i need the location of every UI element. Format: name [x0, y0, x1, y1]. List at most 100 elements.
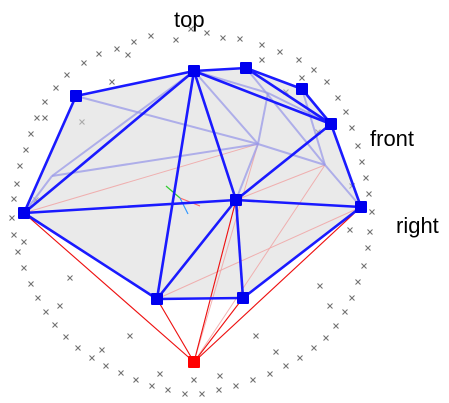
hidden-edge [193, 70, 259, 145]
apex-edge [193, 199, 237, 363]
visible-edge [22, 94, 78, 215]
sample-cross-stroke [28, 131, 34, 137]
sample-cross-stroke [365, 245, 371, 251]
hull-surface [24, 68, 361, 299]
sample-point [11, 196, 17, 202]
sample-cross-stroke [311, 67, 317, 73]
projection-ray [156, 206, 362, 300]
sample-points [9, 26, 375, 397]
hull-vertex [18, 207, 30, 219]
sample-point [296, 57, 302, 63]
sample-cross-stroke [131, 39, 137, 45]
sample-cross-stroke [253, 333, 259, 339]
sample-point [363, 175, 369, 181]
sample-cross-stroke [204, 30, 210, 36]
sample-point [165, 387, 171, 393]
sample-cross-stroke [349, 295, 355, 301]
sample-cross-stroke [11, 232, 17, 238]
sample-cross-stroke [217, 373, 223, 379]
sample-cross-stroke [199, 391, 205, 397]
sample-point [67, 275, 73, 281]
sample-point [42, 115, 48, 121]
sample-cross-stroke [42, 99, 48, 105]
hull-vertex [240, 62, 252, 74]
hidden-edge [301, 88, 326, 166]
sample-point [21, 239, 27, 245]
sample-cross-stroke [297, 355, 303, 361]
sample-cross-stroke [149, 383, 155, 389]
sample-point [52, 322, 58, 328]
sample-cross-stroke [359, 159, 365, 165]
sample-point [14, 181, 20, 187]
sample-point [359, 159, 365, 165]
visible-edge [74, 69, 196, 98]
sample-cross-stroke [28, 281, 34, 287]
sample-cross-stroke [75, 345, 81, 351]
sample-cross-stroke [277, 49, 283, 55]
visible-edge [192, 66, 248, 73]
sample-cross-stroke [361, 263, 367, 269]
sample-point [34, 115, 40, 121]
hull-vertex [188, 65, 200, 77]
visible-edge [234, 122, 333, 202]
sample-cross-stroke [259, 42, 265, 48]
hull-vertex [325, 118, 337, 130]
sample-cross-stroke [21, 265, 27, 271]
sample-point [267, 371, 273, 377]
sample-point [53, 85, 59, 91]
sample-point [125, 52, 131, 58]
sample-point [369, 209, 375, 215]
projection-ray [193, 164, 326, 363]
sample-point [259, 42, 265, 48]
sample-point [355, 279, 361, 285]
sample-cross-stroke [23, 147, 29, 153]
visible-edge [22, 198, 238, 215]
hidden-edge [51, 143, 259, 177]
sample-cross-stroke [347, 227, 353, 233]
sample-point [342, 309, 348, 315]
sample-point [109, 79, 115, 85]
sample-cross-stroke [81, 60, 87, 66]
visible-edge [155, 69, 196, 301]
view-label-front: front [370, 126, 415, 151]
sample-point [297, 355, 303, 361]
sample-point [327, 303, 333, 309]
apex-edge [193, 297, 244, 363]
sample-cross-stroke [43, 309, 49, 315]
sample-point [43, 309, 49, 315]
sample-point [259, 57, 265, 63]
sample-point [35, 295, 41, 301]
sample-point [188, 26, 194, 32]
hidden-edge [75, 95, 259, 145]
sample-point [273, 349, 279, 355]
sample-point [349, 295, 355, 301]
hull-vertex [296, 83, 308, 95]
sample-cross-stroke [118, 370, 124, 376]
sample-cross-stroke [103, 363, 109, 369]
visible-edge [22, 69, 196, 215]
sample-cross-stroke [34, 115, 40, 121]
hull-vertex [230, 194, 242, 206]
sample-cross-stroke [15, 249, 21, 255]
sample-cross-stroke [311, 345, 317, 351]
sample-point [355, 143, 361, 149]
sample-point [149, 383, 155, 389]
sample-cross-stroke [67, 275, 73, 281]
hull-vertex [237, 292, 249, 304]
sample-cross-stroke [237, 36, 243, 42]
sample-point [9, 215, 15, 221]
view-label-right: right [396, 213, 439, 238]
sample-cross-stroke [369, 209, 375, 215]
sample-cross-stroke [64, 72, 70, 78]
sample-point [233, 383, 239, 389]
sample-point [191, 377, 197, 383]
sample-cross-stroke [17, 163, 23, 169]
sample-point [118, 370, 124, 376]
sample-point [75, 345, 81, 351]
visible-edge [244, 66, 333, 126]
sample-cross-stroke [157, 371, 163, 377]
sample-cross-stroke [317, 283, 323, 289]
sample-point [148, 33, 154, 39]
sample-cross-stroke [165, 387, 171, 393]
